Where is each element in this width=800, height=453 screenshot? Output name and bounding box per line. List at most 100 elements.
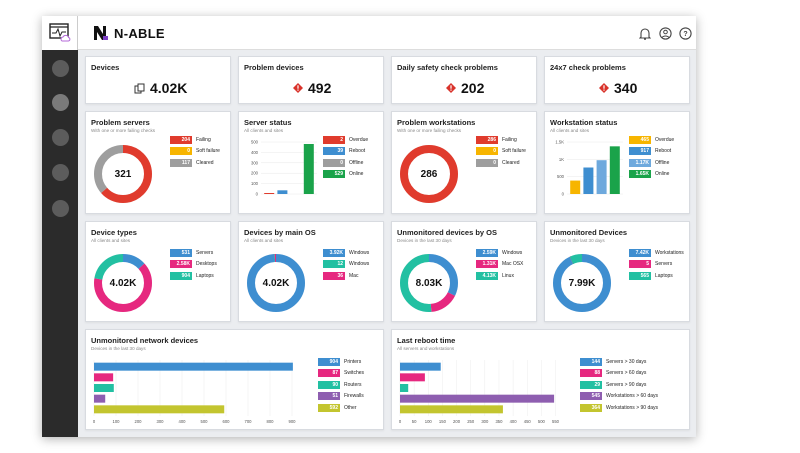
- legend-item: 465 Overdue: [629, 134, 674, 146]
- stat-card-devices[interactable]: Devices 4.02K: [85, 56, 231, 104]
- legend-value: 0: [476, 147, 498, 156]
- donut-slice[interactable]: [400, 145, 458, 203]
- card-unmonitored-devices[interactable]: Unmonitored Devices Devices in the last …: [544, 221, 690, 322]
- legend: 531 Servers 2.58K Desktops 904 Laptops: [170, 247, 217, 282]
- stat-card-problem-devices[interactable]: Problem devices 492: [238, 56, 384, 104]
- card-last-reboot[interactable]: Last reboot time All servers and worksta…: [391, 329, 690, 430]
- card-problem-workstations[interactable]: Problem workstations With one or more fa…: [391, 111, 537, 214]
- card-title: Unmonitored devices by OS: [397, 228, 498, 237]
- legend-item: 531 Servers: [170, 247, 217, 259]
- x-tick-label: 200: [453, 419, 461, 424]
- bar[interactable]: [400, 394, 555, 403]
- legend-value: 2.58K: [170, 260, 192, 269]
- donut-slice[interactable]: [247, 254, 305, 312]
- sidebar-item-2[interactable]: [52, 94, 69, 111]
- legend-value: 204: [170, 135, 192, 144]
- donut-slice[interactable]: [94, 254, 152, 312]
- legend: 3.92K Windows 12 Windows 36 Mac: [323, 247, 369, 282]
- bar[interactable]: [264, 193, 275, 194]
- user-icon[interactable]: [656, 24, 674, 42]
- legend-value: 0: [476, 158, 498, 167]
- bar[interactable]: [400, 373, 425, 382]
- card-unmonitored-network[interactable]: Unmonitored network devices Devices in t…: [85, 329, 384, 430]
- card-unmonitored-by-os[interactable]: Unmonitored devices by OS Devices in the…: [391, 221, 537, 322]
- card-device-types[interactable]: Device types All clients and sites 4.02K…: [85, 221, 231, 322]
- legend-value: 29: [580, 380, 602, 389]
- donut-slice[interactable]: [94, 145, 152, 203]
- donut-chart: 7.99K: [550, 251, 614, 315]
- legend-label: Servers > 60 days: [606, 370, 647, 377]
- legend-label: Printers: [344, 358, 362, 365]
- bar[interactable]: [400, 362, 441, 371]
- warning-icon: [599, 83, 609, 93]
- bell-icon[interactable]: [636, 24, 654, 42]
- legend-item: 592 Other: [318, 402, 364, 414]
- x-tick-label: 500: [201, 419, 209, 424]
- x-tick-label: 400: [179, 419, 187, 424]
- legend-label: Servers > 30 days: [606, 358, 647, 365]
- bar[interactable]: [94, 405, 225, 414]
- bar[interactable]: [583, 167, 594, 194]
- bar[interactable]: [303, 143, 314, 194]
- bar[interactable]: [609, 146, 620, 194]
- y-tick-label: 400: [251, 150, 259, 155]
- legend-label: Other: [344, 404, 357, 411]
- legend-value: 7.42K: [629, 248, 651, 257]
- legend-label: Desktops: [196, 261, 217, 268]
- sidebar-logo[interactable]: [42, 16, 78, 50]
- x-tick-label: 100: [425, 419, 433, 424]
- card-workstation-status[interactable]: Workstation status All clients and sites…: [544, 111, 690, 214]
- legend-item: 88 Servers > 60 days: [580, 368, 658, 380]
- card-devices-by-os[interactable]: Devices by main OS All clients and sites…: [238, 221, 384, 322]
- sidebar-item-4[interactable]: [52, 164, 69, 181]
- donut-slice[interactable]: [400, 254, 458, 312]
- donut-chart: 8.03K: [397, 251, 461, 315]
- card-subtitle: All clients and sites: [550, 128, 590, 133]
- donut-center-value: 4.02K: [109, 277, 137, 289]
- x-tick-label: 700: [245, 419, 253, 424]
- legend-label: Servers > 90 days: [606, 381, 647, 388]
- bar[interactable]: [94, 373, 114, 382]
- legend-value: 2: [323, 135, 345, 144]
- donut-chart: 286: [397, 142, 461, 206]
- legend-label: Soft failure: [502, 148, 526, 155]
- card-subtitle: Devices in the last 30 days: [397, 238, 452, 243]
- stat-card-24x7[interactable]: 24x7 check problems 340: [544, 56, 690, 104]
- warning-icon: [293, 83, 303, 93]
- bar[interactable]: [400, 405, 503, 414]
- legend: 204 Failing 0 Soft failure 117 Cleared: [170, 134, 220, 169]
- legend-value: 917: [629, 147, 651, 156]
- legend-value: 5: [629, 260, 651, 269]
- card-server-status[interactable]: Server status All clients and sites 500 4…: [238, 111, 384, 214]
- donut-slice[interactable]: [94, 254, 152, 312]
- legend-value: 565: [629, 271, 651, 280]
- sidebar-item-1[interactable]: [52, 60, 69, 77]
- legend-label: Mac: [349, 272, 359, 279]
- brand-logo[interactable]: N-ABLE: [93, 25, 165, 41]
- legend-value: 36: [323, 271, 345, 280]
- legend-label: Failing: [502, 136, 517, 143]
- bar[interactable]: [596, 160, 607, 194]
- bar[interactable]: [94, 362, 293, 371]
- legend-label: Laptops: [196, 272, 214, 279]
- sidebar-item-5[interactable]: [52, 200, 69, 217]
- stat-card-daily-safety[interactable]: Daily safety check problems 202: [391, 56, 537, 104]
- card-problem-servers[interactable]: Problem servers With one or more failing…: [85, 111, 231, 214]
- legend-label: Servers: [655, 261, 673, 268]
- bar[interactable]: [94, 394, 106, 403]
- stat-title: Problem devices: [244, 63, 304, 72]
- donut-center-value: 8.03K: [415, 277, 443, 289]
- help-icon[interactable]: ?: [676, 24, 694, 42]
- legend-item: 29 Servers > 90 days: [580, 379, 658, 391]
- bar[interactable]: [94, 384, 114, 392]
- bar[interactable]: [570, 180, 581, 194]
- card-subtitle: Devices in the last 30 days: [91, 346, 146, 351]
- bar[interactable]: [400, 384, 409, 392]
- legend-value: 1.17K: [629, 158, 651, 167]
- sidebar-item-3[interactable]: [52, 129, 69, 146]
- donut-slice[interactable]: [553, 254, 611, 312]
- legend-label: Mac OSX: [502, 261, 524, 268]
- bar[interactable]: [277, 190, 288, 194]
- device-icon: [134, 83, 145, 93]
- legend-item: 36 Mac: [323, 270, 369, 282]
